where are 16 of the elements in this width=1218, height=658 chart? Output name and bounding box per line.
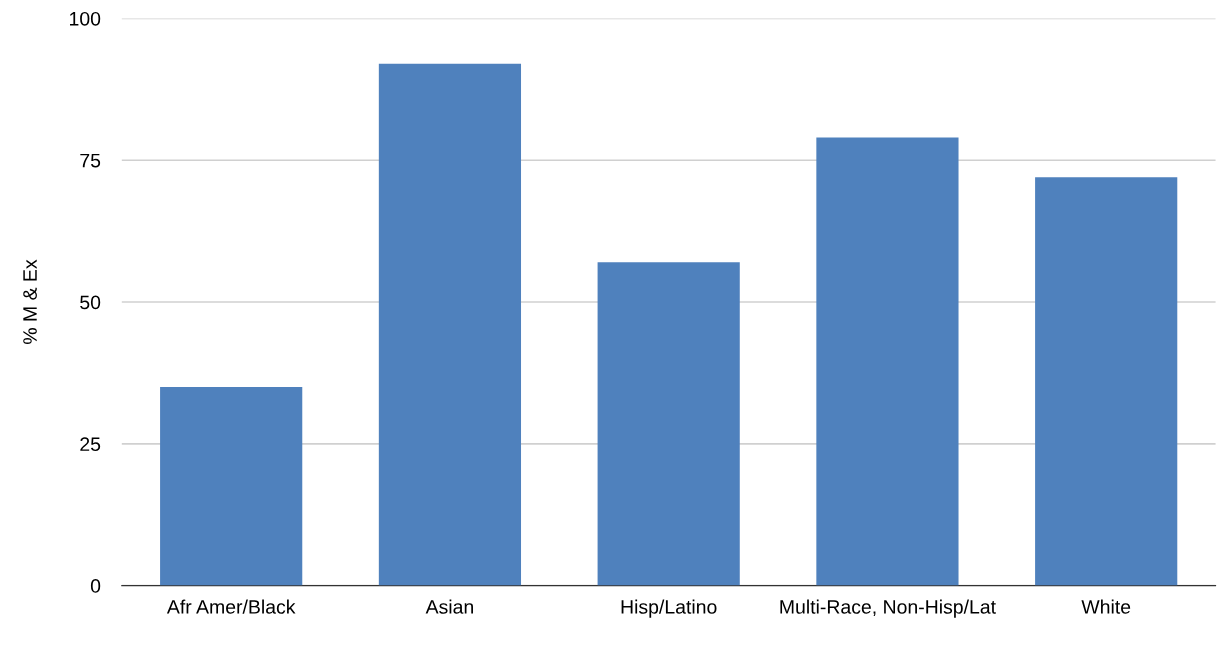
bar <box>160 387 303 586</box>
y-tick-label: 100 <box>70 11 101 26</box>
x-tick-label: Multi-Race, Non-Hisp/Lat <box>780 599 996 618</box>
bar <box>1035 177 1178 586</box>
x-tick-label: Asian <box>425 599 473 614</box>
y-tick-label: 75 <box>80 153 101 168</box>
bar <box>816 137 959 586</box>
y-tick-label: 0 <box>90 579 101 593</box>
y-tick-label: 25 <box>80 437 101 452</box>
bar <box>597 262 740 586</box>
x-tick-label: Afr Amer/Black <box>166 599 296 614</box>
bar <box>378 63 522 586</box>
x-tick-label: White <box>1081 599 1131 614</box>
y-tick-label: 50 <box>80 295 101 310</box>
x-tick-label: Hisp/Latino <box>621 599 717 618</box>
y-axis-title: % M & Ex <box>23 259 37 345</box>
